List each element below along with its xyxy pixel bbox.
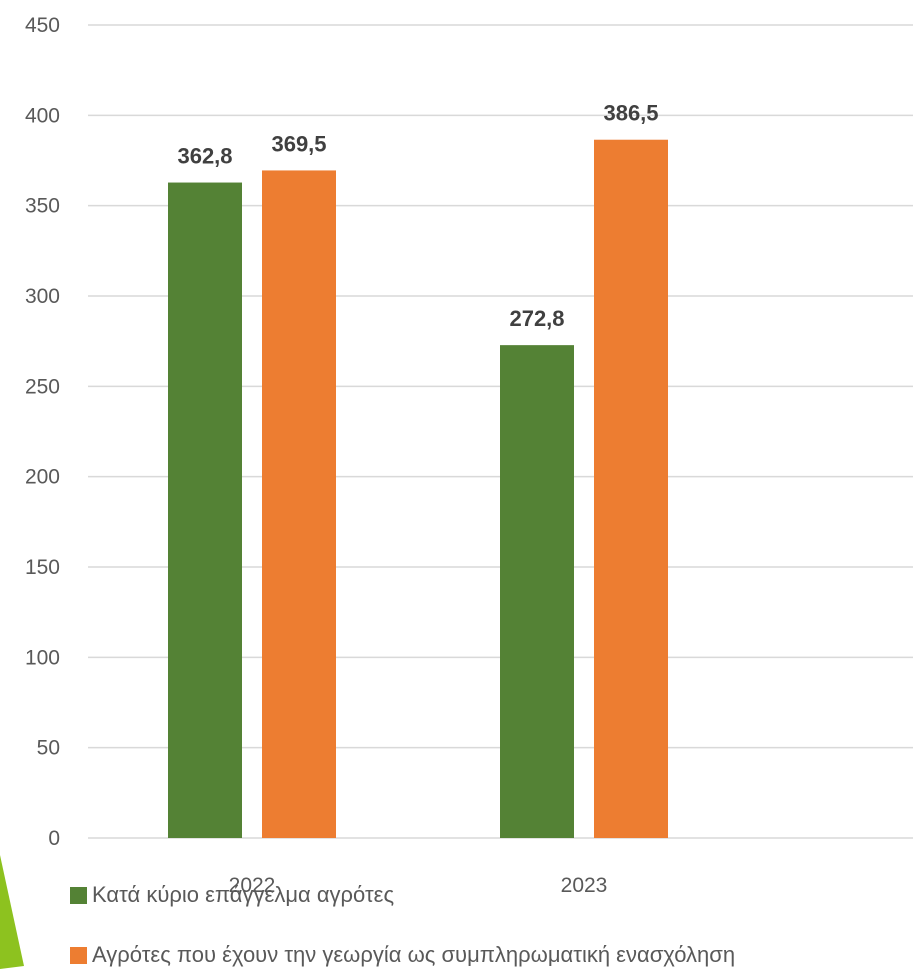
data-label: 369,5 [271,131,326,156]
legend-item-series-1: Κατά κύριο επάγγελμα αγρότες [70,880,735,910]
bar-2-2022 [262,170,336,839]
y-tick-label: 450 [25,14,60,37]
legend-swatch-series-2 [70,946,87,964]
y-tick-label: 200 [25,466,60,489]
y-tick-label: 50 [37,737,60,760]
bar-2-2023 [594,139,668,838]
legend-item-series-2: Αγρότες που έχουν την γεωργία ως συμπληρ… [70,940,735,970]
data-label: 386,5 [603,101,658,126]
x-tick-label: 2023 [561,874,608,897]
data-label: 362,8 [177,144,232,169]
y-tick-label: 300 [25,285,60,308]
data-label: 272,8 [509,306,564,331]
bar-1-2023 [500,345,574,838]
y-tick-label: 250 [25,375,60,398]
legend-label-series-2: Αγρότες που έχουν την γεωργία ως συμπληρ… [92,942,736,967]
legend: Κατά κύριο επάγγελμα αγρότες Αγρότες που… [70,880,735,970]
y-tick-label: 150 [25,556,60,579]
bar-1-2022 [168,182,242,839]
y-tick-label: 0 [48,827,60,850]
y-tick-label: 400 [25,104,60,127]
x-tick-label: 2022 [229,874,276,897]
legend-label-series-1: Κατά κύριο επάγγελμα αγρότες [92,882,395,907]
y-tick-label: 100 [25,646,60,669]
y-tick-label: 350 [25,195,60,218]
legend-swatch-series-1 [70,886,87,904]
